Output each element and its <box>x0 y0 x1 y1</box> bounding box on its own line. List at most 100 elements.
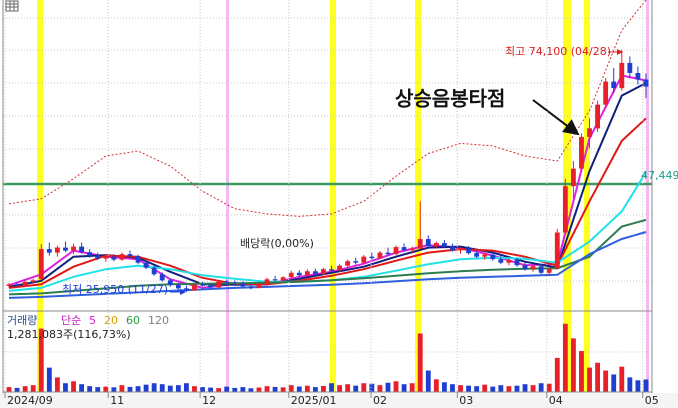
volume-bar <box>135 386 141 392</box>
volume-bar <box>224 386 230 392</box>
volume-bar <box>393 381 399 392</box>
candle-body <box>441 243 447 247</box>
candle-body <box>63 247 68 251</box>
candle-body <box>587 128 592 137</box>
volume-panel <box>6 323 649 392</box>
x-tick-label: 04 <box>549 394 563 407</box>
menu-icon[interactable] <box>5 0 19 12</box>
indicator-line <box>8 218 647 296</box>
candle-body <box>111 256 117 260</box>
volume-bar <box>200 387 205 392</box>
volume-ma-label: 단순 <box>61 314 81 327</box>
candle-body <box>353 261 359 263</box>
volume-bar <box>288 385 294 392</box>
volume-bar <box>95 387 101 392</box>
volume-bar <box>127 386 133 392</box>
candle-body <box>635 72 641 80</box>
volume-bar <box>38 328 44 392</box>
candle-body <box>288 272 294 278</box>
candle-body <box>95 255 101 259</box>
volume-bar <box>87 386 93 392</box>
candle-body <box>482 254 488 257</box>
volume-bar <box>538 383 544 392</box>
volume-bar <box>304 385 310 392</box>
volume-bar <box>272 386 278 392</box>
candle-body <box>329 269 334 271</box>
volume-bar <box>570 338 576 392</box>
candle-body <box>71 246 76 251</box>
candle-body <box>554 232 560 269</box>
candle-body <box>208 285 214 288</box>
candle-body <box>393 247 399 255</box>
volume-bar <box>514 385 520 392</box>
volume-bar <box>385 382 391 392</box>
candle-body <box>159 274 165 281</box>
volume-bar <box>111 387 117 392</box>
candle-body <box>216 281 222 288</box>
candle-body <box>87 252 93 256</box>
volume-bar <box>530 385 536 392</box>
candle-body <box>192 284 197 291</box>
candle-body <box>272 279 278 281</box>
candle-body <box>248 286 254 288</box>
candle-body <box>369 256 375 259</box>
candle-body <box>345 261 351 266</box>
volume-bar <box>6 387 12 392</box>
legend-entry: 120 <box>148 314 169 327</box>
volume-bar <box>256 387 262 392</box>
volume-bar <box>466 385 472 392</box>
volume-bar <box>312 387 318 392</box>
volume-bar <box>369 383 375 392</box>
candle-body <box>119 254 125 260</box>
candle-body <box>46 249 52 253</box>
candle-body <box>506 260 512 263</box>
candle-body <box>296 272 302 276</box>
marker-band <box>226 0 229 392</box>
menu-icon-grid <box>6 1 18 11</box>
candle-body <box>538 266 544 273</box>
volume-bar <box>587 367 592 392</box>
volume-bar <box>14 387 20 392</box>
volume-bar <box>579 351 584 392</box>
volume-bar <box>103 386 109 392</box>
volume-bar <box>595 362 601 392</box>
x-tick-label: 03 <box>459 394 473 407</box>
highlight-band <box>415 0 421 392</box>
candle-body <box>312 271 318 275</box>
candle-body <box>570 168 576 187</box>
candle-body <box>611 81 617 89</box>
volume-bar <box>417 333 423 392</box>
volume-bar <box>353 385 359 392</box>
candle-body <box>151 267 157 275</box>
candle-body <box>546 268 552 273</box>
candle-body <box>401 247 407 251</box>
x-tick-label: 2024/09 <box>7 394 53 407</box>
candle-body <box>450 246 455 251</box>
candle-body <box>175 284 181 289</box>
volume-bar <box>63 383 68 392</box>
candle-body <box>321 269 326 275</box>
volume-bar <box>643 379 649 392</box>
highlight-band <box>330 0 336 392</box>
marker-band <box>646 0 649 392</box>
x-tick-label: 2025/01 <box>291 394 337 407</box>
candle-body <box>38 249 44 280</box>
volume-bar <box>627 377 633 392</box>
volume-bar <box>433 379 439 392</box>
x-axis-band <box>0 393 678 408</box>
level-label: 47,449 <box>641 169 678 182</box>
volume-bar <box>345 384 351 392</box>
candle-body <box>385 252 391 255</box>
volume-bar <box>337 385 343 392</box>
volume-bar <box>401 384 407 392</box>
candle-body <box>627 62 633 73</box>
indicator-line <box>8 117 647 289</box>
volume-bar <box>79 384 85 392</box>
volume-bar <box>54 377 60 392</box>
candle-body <box>514 260 520 266</box>
candle-body <box>256 283 262 288</box>
volume-bar <box>175 385 181 392</box>
candle-body <box>466 248 472 254</box>
